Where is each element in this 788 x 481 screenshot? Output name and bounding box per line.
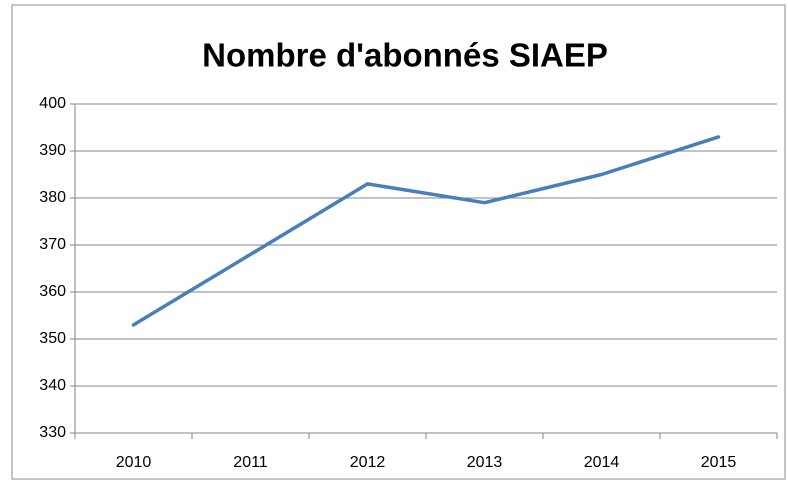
x-tick-label: 2013 [467, 454, 503, 471]
y-tick-label: 370 [39, 236, 66, 253]
y-tick-label: 390 [39, 142, 66, 159]
y-tick-label: 340 [39, 377, 66, 394]
y-tick-label: 360 [39, 283, 66, 300]
y-tick-label: 330 [39, 424, 66, 441]
x-tick-label: 2014 [584, 454, 620, 471]
x-tick-label: 2012 [350, 454, 386, 471]
y-tick-label: 380 [39, 189, 66, 206]
chart-title: Nombre d'abonnés SIAEP [202, 37, 608, 74]
x-tick-label: 2011 [233, 454, 268, 471]
x-tick-label: 2010 [116, 454, 152, 471]
y-tick-label: 350 [39, 330, 66, 347]
x-tick-label: 2015 [701, 454, 737, 471]
data-line [131, 135, 721, 327]
y-tick-label: 400 [39, 95, 66, 112]
chart-frame [11, 4, 786, 480]
